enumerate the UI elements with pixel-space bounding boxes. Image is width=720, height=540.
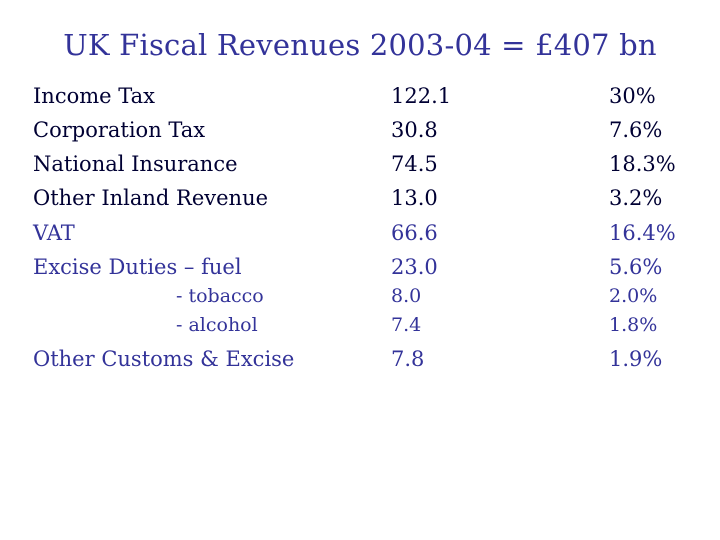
row-label: National Insurance: [33, 152, 238, 176]
slide-title: UK Fiscal Revenues 2003-04 = £407 bn: [63, 28, 657, 62]
row-amount: 7.4: [391, 314, 422, 336]
row-amount: 122.1: [391, 84, 452, 108]
table-row-vat: VAT 66.6 16.4%: [0, 221, 720, 251]
row-amount: 8.0: [391, 285, 422, 307]
row-label: Corporation Tax: [33, 118, 206, 142]
table-row-excise-fuel: Excise Duties – fuel 23.0 5.6%: [0, 255, 720, 285]
row-amount: 23.0: [391, 255, 438, 279]
row-amount: 74.5: [391, 152, 438, 176]
table-row-excise-alcohol: - alcohol 7.4 1.8%: [0, 314, 720, 344]
row-share: 18.3%: [609, 152, 676, 176]
row-amount: 13.0: [391, 186, 438, 210]
table-row-income-tax: Income Tax 122.1 30%: [0, 84, 720, 114]
row-share: 1.9%: [609, 347, 663, 371]
table-row-other-customs-excise: Other Customs & Excise 7.8 1.9%: [0, 347, 720, 377]
row-label: Excise Duties – fuel: [33, 255, 242, 279]
row-share: 30%: [609, 84, 656, 108]
row-label: - tobacco: [176, 285, 264, 307]
table-row-excise-tobacco: - tobacco 8.0 2.0%: [0, 285, 720, 315]
row-amount: 66.6: [391, 221, 438, 245]
row-amount: 30.8: [391, 118, 438, 142]
row-label: Other Customs & Excise: [33, 347, 295, 371]
row-share: 7.6%: [609, 118, 663, 142]
table-row-other-inland-revenue: Other Inland Revenue 13.0 3.2%: [0, 186, 720, 216]
table-row-national-insurance: National Insurance 74.5 18.3%: [0, 152, 720, 182]
row-share: 5.6%: [609, 255, 663, 279]
row-share: 1.8%: [609, 314, 658, 336]
row-share: 2.0%: [609, 285, 658, 307]
row-label: VAT: [33, 221, 75, 245]
row-label: Other Inland Revenue: [33, 186, 269, 210]
row-label: - alcohol: [176, 314, 258, 336]
row-amount: 7.8: [391, 347, 425, 371]
table-row-corporation-tax: Corporation Tax 30.8 7.6%: [0, 118, 720, 148]
row-share: 3.2%: [609, 186, 663, 210]
row-label: Income Tax: [33, 84, 155, 108]
row-share: 16.4%: [609, 221, 676, 245]
